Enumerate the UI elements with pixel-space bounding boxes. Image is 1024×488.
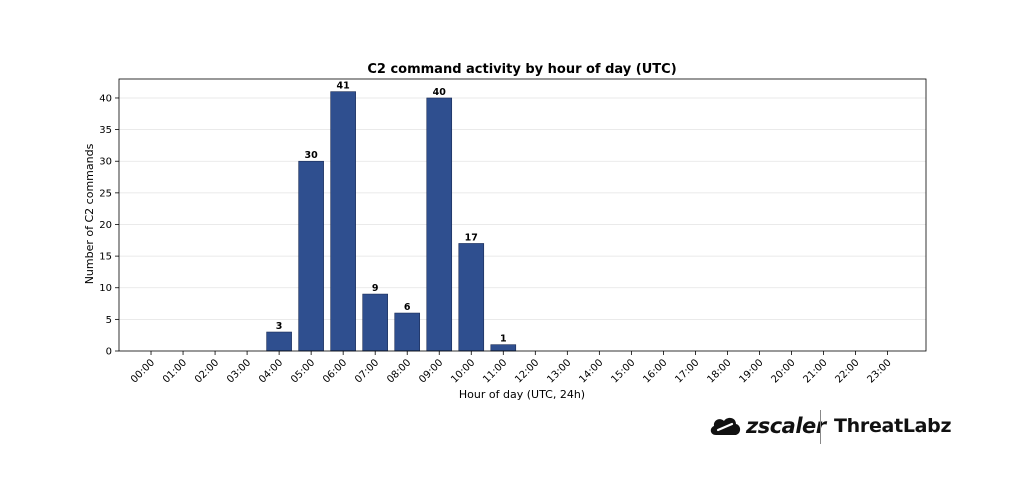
x-tick-label: 02:00 — [193, 357, 221, 385]
x-tick-label: 00:00 — [129, 357, 157, 385]
data-label: 41 — [337, 81, 350, 92]
bar — [426, 97, 453, 352]
y-tick-label: 30 — [99, 157, 112, 168]
brand-divider — [820, 410, 821, 444]
x-tick-label: 13:00 — [545, 357, 573, 385]
x-tick-label: 18:00 — [705, 357, 733, 385]
x-tick-label: 14:00 — [577, 357, 605, 385]
x-tick-label: 22:00 — [834, 357, 862, 385]
data-label: 40 — [433, 87, 447, 98]
x-tick-label: 11:00 — [481, 357, 509, 385]
zscaler-logo: zscaler — [708, 414, 826, 438]
x-tick-label: 19:00 — [737, 357, 765, 385]
x-tick-label: 07:00 — [353, 357, 381, 385]
x-axis-label: Hour of day (UTC, 24h) — [459, 388, 585, 400]
y-tick-label: 10 — [99, 283, 112, 294]
x-tick-label: 08:00 — [385, 357, 413, 385]
chart-title: C2 command activity by hour of day (UTC) — [367, 62, 676, 77]
x-tick-label: 01:00 — [161, 357, 189, 385]
x-tick-label: 21:00 — [801, 357, 829, 385]
y-axis-label: Number of C2 commands — [83, 143, 96, 284]
y-tick-label: 25 — [99, 188, 112, 199]
bar — [266, 331, 292, 352]
y-tick-label: 35 — [99, 125, 112, 136]
zscaler-cloud-icon — [710, 417, 741, 435]
x-tick-label: 09:00 — [417, 357, 445, 385]
bar — [458, 243, 485, 352]
threatlabz-wordmark: ThreatLabz — [834, 415, 952, 437]
bar — [298, 160, 324, 352]
x-tick-label: 10:00 — [449, 357, 477, 385]
data-label: 9 — [372, 283, 379, 294]
x-tick-label: 05:00 — [289, 357, 317, 385]
x-tick-label: 16:00 — [641, 357, 669, 385]
x-tick-label: 15:00 — [609, 357, 637, 385]
x-axis: 00:00 01:00 02:00 03:00 04:00 05:00 06:00 07:00… — [129, 351, 894, 386]
x-tick-label: 04:00 — [257, 357, 285, 385]
data-label: 1 — [500, 334, 507, 345]
bar — [394, 312, 421, 352]
bar-chart: C2 command activity by hour of day (UTC)… — [83, 62, 927, 400]
data-labels: 3 30 41 9 6 40 17 1 — [276, 81, 507, 345]
data-label: 3 — [276, 321, 283, 332]
x-tick-label: 03:00 — [225, 357, 253, 385]
zscaler-wordmark: zscaler — [746, 414, 826, 438]
x-tick-label: 20:00 — [769, 357, 797, 385]
y-tick-label: 0 — [106, 347, 112, 358]
bars — [266, 91, 517, 352]
data-label: 6 — [404, 302, 411, 313]
grid-lines — [119, 97, 926, 320]
data-label: 17 — [465, 232, 478, 243]
x-tick-label: 12:00 — [513, 357, 541, 385]
data-label: 30 — [305, 150, 319, 161]
bar — [362, 293, 388, 352]
y-tick-label: 40 — [99, 93, 112, 104]
x-tick-label: 23:00 — [866, 357, 894, 385]
y-tick-label: 5 — [106, 315, 112, 326]
bar — [330, 91, 356, 352]
bar — [490, 344, 517, 352]
y-tick-label: 15 — [99, 252, 112, 263]
y-axis: 0 5 10 15 20 25 30 35 40 — [99, 93, 119, 358]
y-tick-label: 20 — [99, 220, 112, 231]
x-tick-label: 06:00 — [321, 357, 349, 385]
x-tick-label: 17:00 — [673, 357, 701, 385]
branding: zscaler ThreatLabz — [708, 410, 952, 444]
plot-area-frame — [118, 78, 927, 352]
